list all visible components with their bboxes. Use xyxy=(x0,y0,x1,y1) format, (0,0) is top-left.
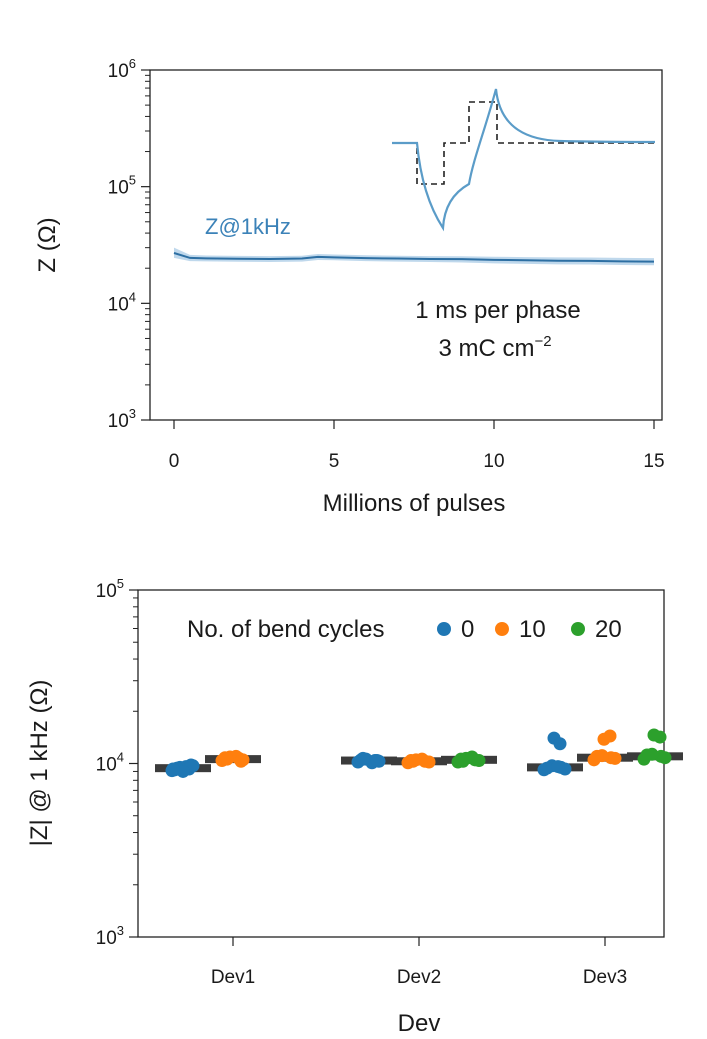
x-axis-title-2: Dev xyxy=(398,1010,441,1037)
annotation-charge-density: 3 mC cm−2 xyxy=(438,333,551,362)
legend-marker xyxy=(437,622,451,636)
legend-marker xyxy=(495,622,509,636)
legend-marker xyxy=(571,622,585,636)
x-tick-label: 0 xyxy=(169,451,180,472)
annotation-pulse-width: 1 ms per phase xyxy=(415,297,580,324)
legend-label: 20 xyxy=(595,616,622,643)
data-point xyxy=(608,751,622,765)
data-point xyxy=(551,760,565,774)
x-tick-label: 10 xyxy=(483,451,504,472)
scatter-chart: Dev1 Dev2 Dev3 103 104 105 Dev |Z| @ 1 kHz (… xyxy=(26,576,683,1037)
series-line xyxy=(173,252,655,263)
legend-label: 10 xyxy=(519,616,546,643)
category-label: Dev2 xyxy=(397,967,441,988)
data-point xyxy=(220,752,234,766)
series-label: Z@1kHz xyxy=(205,214,291,239)
data-point xyxy=(553,737,567,751)
data-point xyxy=(356,751,370,765)
legend: No. of bend cycles 0 10 20 xyxy=(187,616,622,643)
legend-title: No. of bend cycles xyxy=(187,616,384,643)
data-point xyxy=(658,751,672,765)
y-axis-title-2: |Z| @ 1 kHz (Ω) xyxy=(26,680,53,847)
data-point xyxy=(456,754,470,768)
data-point xyxy=(166,762,180,776)
y-tick-label-2: 105 xyxy=(96,576,124,602)
category-label: Dev3 xyxy=(583,967,627,988)
plot-frame xyxy=(149,69,663,421)
data-point xyxy=(176,764,190,778)
data-point xyxy=(234,754,248,768)
y-tick-label: 104 xyxy=(108,289,136,315)
data-point xyxy=(540,761,554,775)
data-point xyxy=(640,748,654,762)
legend-label: 0 xyxy=(461,616,474,643)
x-tick-label: 15 xyxy=(643,451,664,472)
x-tick-label: 5 xyxy=(329,451,340,472)
data-point xyxy=(590,749,604,763)
inset-waveform-response xyxy=(392,88,656,232)
data-point xyxy=(406,754,420,768)
data-point xyxy=(597,732,611,746)
y-tick-label-2: 104 xyxy=(96,750,124,776)
y-tick-label: 106 xyxy=(108,56,136,82)
x-axis-title: Millions of pulses xyxy=(323,490,506,517)
waveform-inset xyxy=(392,88,656,232)
data-point xyxy=(647,728,661,742)
line-chart: 0 5 10 15 103 104 105 106 Millions of pulses Z… xyxy=(34,56,665,517)
category-label: Dev1 xyxy=(211,967,255,988)
data-point xyxy=(370,754,384,768)
series-band xyxy=(174,247,654,266)
y-tick-label-2: 103 xyxy=(96,923,124,949)
y-axis-title: Z (Ω) xyxy=(34,217,61,272)
inset-waveform-dashed xyxy=(392,101,655,185)
y-tick-label: 105 xyxy=(108,173,136,199)
y-tick-label: 103 xyxy=(108,406,136,432)
